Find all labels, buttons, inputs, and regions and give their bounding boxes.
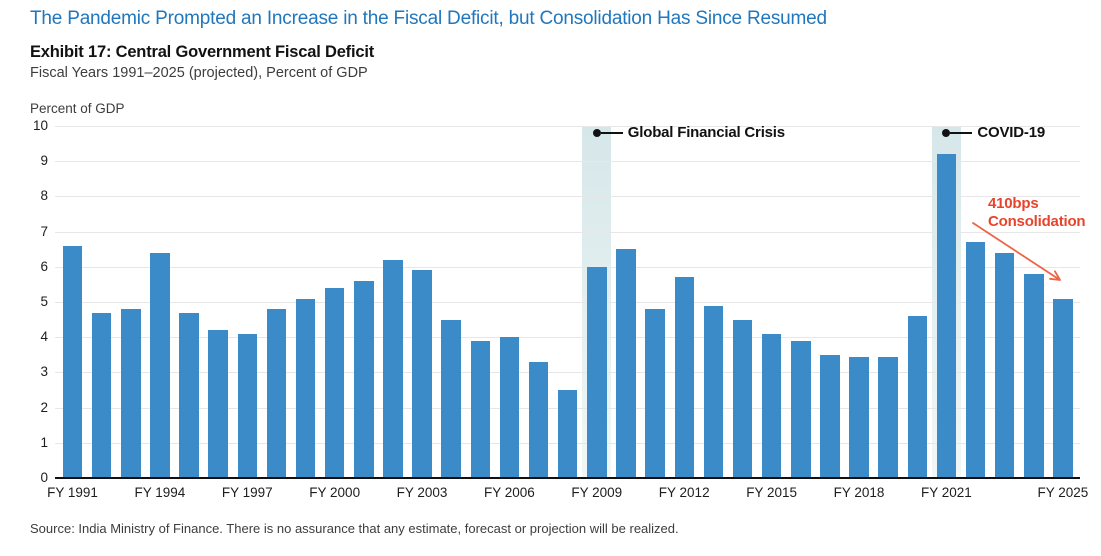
x-tick-label-fy-2006: FY 2006 [483, 485, 535, 500]
bar-fy-2019 [878, 356, 898, 478]
y-tick-label-1: 1 [40, 434, 48, 450]
y-tick-label-8: 8 [40, 188, 48, 204]
bar-fy-2013 [703, 305, 724, 478]
exhibit-subtitle: Fiscal Years 1991–2025 (projected), Perc… [30, 65, 368, 81]
bar-fy-2001 [354, 280, 374, 478]
x-tick-label-fy-2021: FY 2021 [920, 485, 972, 500]
callout-dot-global-financial-crisis [592, 129, 601, 137]
bar-fy-1999 [295, 298, 316, 478]
callout-dot-covid-19 [942, 129, 951, 137]
bar-fy-2007 [528, 361, 549, 478]
y-tick-label-2: 2 [40, 399, 48, 415]
callout-line-covid-19 [950, 132, 973, 134]
callout-label-global-financial-crisis: Global Financial Crisis [627, 124, 785, 141]
x-tick-label-fy-2018: FY 2018 [833, 485, 885, 500]
bar-fy-1998 [266, 309, 287, 478]
bar-fy-2010 [616, 249, 636, 478]
bar-fy-1992 [91, 312, 112, 478]
x-tick-label-fy-2003: FY 2003 [396, 485, 448, 500]
y-tick-label-6: 6 [40, 258, 48, 274]
y-tick-label-7: 7 [40, 223, 48, 239]
gridline-y-10 [55, 126, 1080, 127]
y-tick-label-5: 5 [40, 294, 48, 309]
x-tick-label-fy-2009: FY 2009 [571, 485, 623, 500]
bar-fy-2012 [674, 277, 694, 478]
y-axis-caption: Percent of GDP [30, 101, 125, 116]
gridline-y-5 [55, 302, 1080, 303]
bar-fy-2018 [849, 356, 869, 478]
bar-fy-2016 [791, 340, 811, 478]
bar-fy-2015 [761, 333, 782, 478]
page-title: The Pandemic Prompted an Increase in the… [30, 8, 827, 29]
gridline-y-4 [55, 337, 1080, 339]
bar-fy-2025 [1053, 298, 1073, 478]
x-axis-line [55, 477, 1080, 479]
bar-fy-1994 [150, 252, 170, 478]
bar-fy-2009 [587, 266, 607, 478]
bar-fy-2005 [470, 340, 491, 478]
gridline-y-6 [55, 266, 1080, 268]
bar-fy-1995 [179, 312, 199, 478]
callout-line-global-financial-crisis [600, 132, 623, 134]
y-tick-label-0: 0 [40, 470, 48, 485]
bar-fy-1993 [121, 309, 141, 478]
consolidation-arrow-path [972, 222, 1061, 281]
bar-fy-2020 [907, 316, 927, 478]
bar-fy-2021 [936, 154, 957, 478]
gridline-y-3 [55, 372, 1080, 374]
y-tick-label-10: 10 [32, 118, 48, 133]
bar-fy-1996 [208, 330, 228, 478]
x-tick-label-fy-2000: FY 2000 [309, 485, 361, 500]
gridline-y-8 [55, 196, 1080, 198]
consolidation-annotation-line2: Consolidation [988, 213, 1086, 230]
bar-fy-2014 [732, 319, 753, 478]
x-tick-label-fy-1997: FY 1997 [221, 485, 273, 500]
y-tick-label-4: 4 [40, 329, 48, 345]
bar-fy-2023 [994, 252, 1015, 478]
bar-fy-2017 [820, 354, 840, 478]
gridline-y-9 [55, 161, 1080, 163]
bar-fy-2006 [499, 337, 520, 478]
bar-fy-2024 [1024, 273, 1044, 478]
bar-fy-2011 [645, 309, 665, 478]
bar-fy-2002 [383, 259, 403, 478]
bar-fy-2022 [965, 242, 986, 478]
exhibit-title: Exhibit 17: Central Government Fiscal De… [30, 43, 375, 61]
bar-fy-1991 [62, 245, 83, 478]
y-tick-label-3: 3 [40, 364, 48, 380]
y-tick-label-9: 9 [40, 153, 48, 169]
bar-fy-2003 [412, 270, 432, 478]
bar-fy-2004 [441, 319, 461, 478]
gridline-y-7 [55, 231, 1080, 233]
x-tick-label-fy-1991: FY 1991 [47, 485, 98, 500]
bar-fy-2008 [557, 390, 578, 478]
bar-fy-1997 [237, 333, 257, 478]
x-tick-label-fy-1994: FY 1994 [134, 485, 186, 500]
x-tick-label-fy-2015: FY 2015 [746, 485, 797, 500]
consolidation-arrow [958, 213, 1076, 293]
source-note: Source: India Ministry of Finance. There… [30, 521, 679, 536]
consolidation-annotation: 410bps Consolidation [988, 195, 1086, 231]
consolidation-annotation-line1: 410bps [988, 195, 1039, 212]
callout-label-covid-19: COVID-19 [977, 124, 1045, 141]
bar-fy-2000 [324, 287, 345, 478]
x-tick-label-fy-2025: FY 2025 [1037, 485, 1089, 500]
x-tick-label-fy-2012: FY 2012 [658, 485, 710, 500]
